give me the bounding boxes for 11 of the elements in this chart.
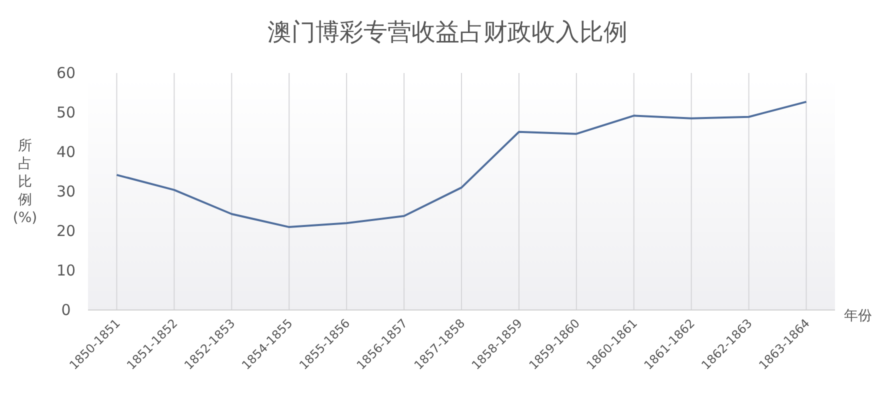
chart-title: 澳门博彩专营收益占财政收入比例	[268, 18, 628, 46]
y-tick-label: 0	[61, 301, 71, 319]
y-tick-label: 20	[56, 222, 76, 240]
y-tick-label: 60	[56, 64, 76, 82]
y-tick-label: 40	[56, 143, 76, 161]
y-axis-title: 所占比例(%)	[12, 138, 38, 226]
x-axis-title: 年份	[844, 308, 872, 324]
line-series	[116, 100, 808, 228]
y-tick-label: 10	[56, 262, 76, 280]
y-tick-label: 50	[56, 104, 76, 122]
y-tick-label: 30	[56, 182, 76, 200]
